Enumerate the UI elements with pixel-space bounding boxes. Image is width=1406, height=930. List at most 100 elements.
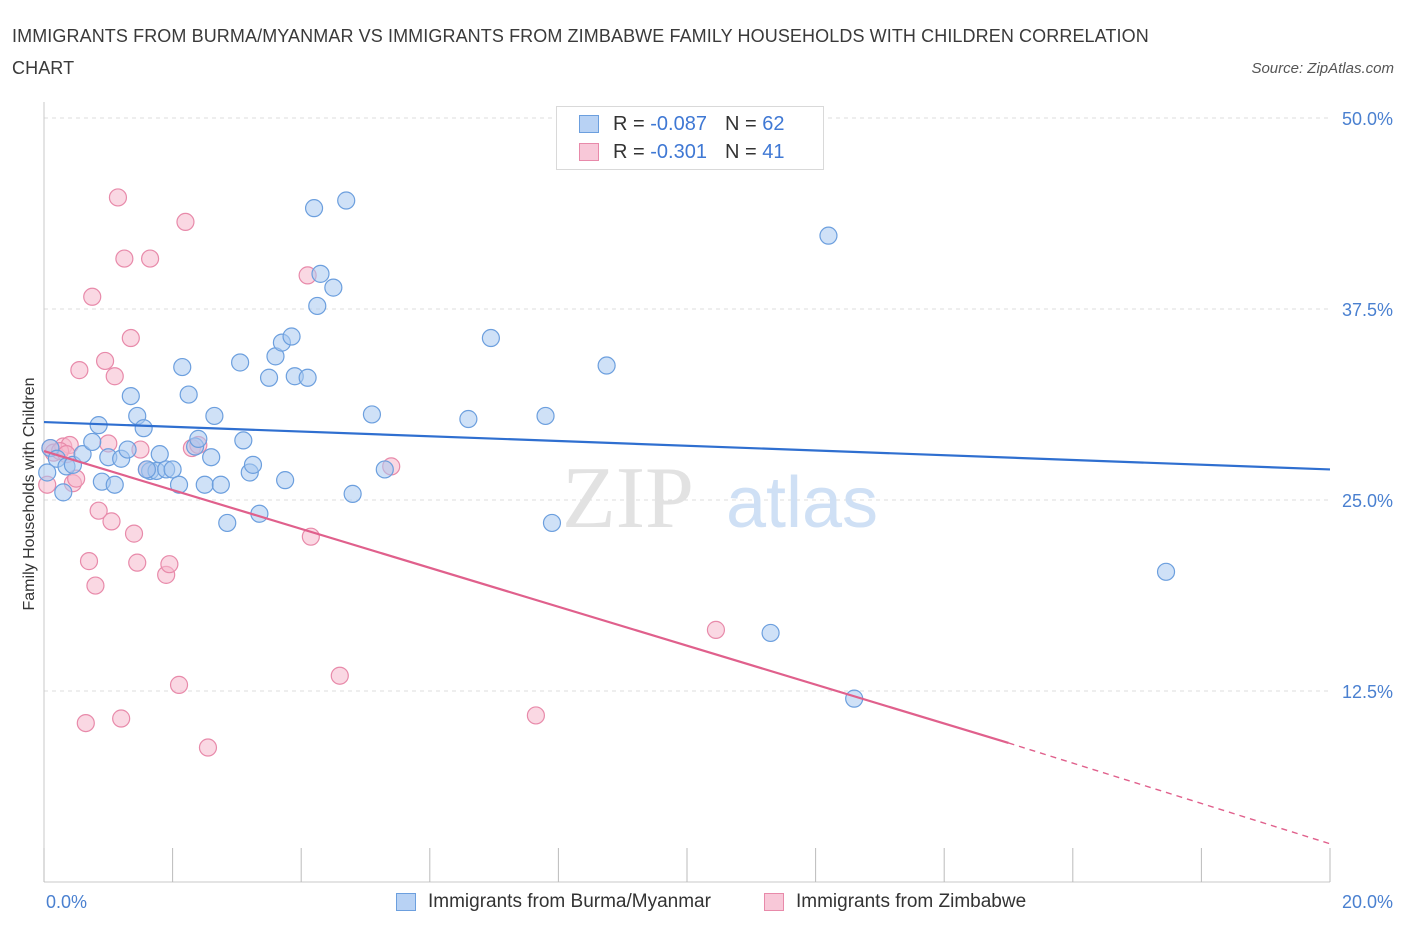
y-axis-label: Family Households with Children [21, 378, 38, 611]
data-point [324, 278, 343, 297]
r-label: R = [613, 140, 645, 163]
watermark-zip: ZIP [562, 450, 694, 547]
y-tick-label: 50.0% [1342, 109, 1393, 129]
data-point [121, 386, 140, 406]
data-point [102, 512, 121, 531]
data-point [304, 199, 324, 218]
data-point [234, 431, 253, 450]
r-value: -0.087 [650, 112, 707, 135]
data-point [54, 483, 73, 502]
burma-swatch [579, 115, 599, 133]
data-point [121, 328, 140, 348]
legend-item-zimbabwe[interactable]: Immigrants from Zimbabwe [764, 888, 1026, 916]
data-point [105, 475, 124, 494]
stats-row-burma: R = -0.087 N = 62 [579, 111, 784, 137]
data-point [282, 327, 301, 346]
data-point [83, 287, 102, 306]
trend-line-burma [43, 420, 1331, 471]
data-point [276, 471, 295, 490]
data-point [179, 385, 198, 404]
data-point [105, 367, 124, 386]
data-point [243, 455, 263, 474]
data-point [163, 460, 182, 479]
chart-title: IMMIGRANTS FROM BURMA/MYANMAR VS IMMIGRA… [12, 26, 1149, 78]
data-point [108, 188, 128, 207]
data-point [542, 513, 562, 533]
data-point [198, 738, 218, 757]
data-point [134, 419, 153, 438]
data-point [375, 460, 394, 479]
zimbabwe-legend-swatch [764, 893, 784, 911]
data-point [308, 296, 327, 316]
data-point [38, 463, 57, 482]
data-point [76, 713, 95, 733]
data-point [150, 445, 169, 464]
x-tick-label: 0.0% [46, 892, 87, 912]
data-point [211, 475, 230, 494]
legend-item-burma[interactable]: Immigrants from Burma/Myanmar [396, 888, 711, 916]
data-point [205, 406, 224, 426]
data-point [89, 501, 108, 520]
trend-lines [43, 420, 1331, 845]
y-tick-label: 12.5% [1342, 682, 1393, 702]
data-point [481, 328, 500, 348]
data-point [115, 249, 134, 268]
data-point [459, 409, 478, 429]
x-tick-labels: 0.0% 20.0% [46, 892, 1393, 912]
trend-line-zimbabwe [43, 450, 1009, 745]
data-point [173, 357, 192, 377]
trend-line-zimbabwe-extension [1008, 742, 1331, 845]
data-point [118, 440, 137, 459]
watermark-atlas: atlas [726, 463, 878, 543]
data-point [337, 191, 356, 210]
data-point [311, 264, 330, 283]
grid-lines [44, 117, 1330, 692]
y-tick-label: 37.5% [1342, 300, 1393, 320]
data-point [140, 249, 160, 268]
data-point [202, 448, 221, 467]
data-point [189, 429, 208, 448]
data-point [79, 552, 99, 571]
data-point [231, 353, 250, 372]
data-point [86, 576, 105, 595]
y-tick-labels: 12.5% 25.0% 37.5% 50.0% [1342, 109, 1393, 702]
r-label: R = [613, 112, 645, 135]
data-point [536, 406, 555, 426]
data-point [112, 709, 131, 728]
data-point [597, 356, 616, 375]
data-point [137, 460, 156, 479]
data-point [169, 475, 189, 494]
y-tick-label: 25.0% [1342, 491, 1393, 511]
burma-legend-swatch [396, 893, 416, 911]
zimbabwe-swatch [579, 143, 599, 161]
stats-row-zimbabwe: R = -0.301 N = 41 [579, 139, 784, 165]
stats-legend: R = -0.087 N = 62 R = -0.301 N = 41 [556, 106, 824, 170]
data-point [160, 555, 179, 574]
data-point [195, 475, 214, 494]
data-point [124, 524, 144, 543]
data-point [128, 553, 147, 572]
source-label: Source: ZipAtlas.com [1251, 60, 1394, 77]
data-point [95, 351, 115, 371]
watermark: ZIP atlas [562, 450, 878, 547]
data-point [259, 368, 279, 387]
data-point [298, 368, 317, 387]
n-label: N = [724, 112, 757, 135]
data-point [819, 226, 838, 245]
n-value: 41 [762, 140, 785, 163]
r-value: -0.301 [650, 140, 707, 163]
data-point [218, 513, 237, 533]
data-point [83, 432, 102, 452]
data-point [526, 706, 545, 725]
burma-legend-label: Immigrants from Burma/Myanmar [428, 891, 711, 912]
n-label: N = [724, 140, 757, 163]
data-point [1156, 562, 1176, 581]
data-point [169, 675, 189, 694]
data-point [362, 405, 382, 424]
series-burma-points [38, 191, 1176, 708]
data-point [176, 212, 195, 232]
data-point [70, 361, 89, 380]
n-value: 62 [762, 112, 785, 135]
data-point [330, 666, 349, 685]
zimbabwe-legend-label: Immigrants from Zimbabwe [796, 891, 1027, 912]
